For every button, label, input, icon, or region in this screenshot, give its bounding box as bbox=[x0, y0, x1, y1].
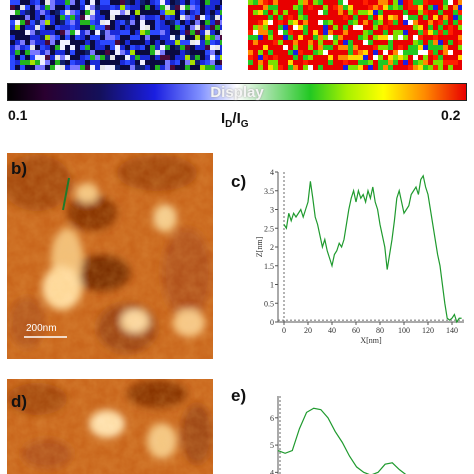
panel-d-letter: d) bbox=[11, 392, 28, 411]
y-tick-label: 3.5 bbox=[264, 187, 274, 196]
height-profile-chart-c: 0 20 40 60 80 100 120 140 0 0.5 1 1.5 2 2.5 3 3.5 4 X[nm]… bbox=[255, 168, 464, 345]
x-tick-label: 20 bbox=[304, 326, 312, 335]
height-profile-chart-e: 4 5 6 bbox=[270, 396, 407, 474]
x-tick-label: 0 bbox=[282, 326, 286, 335]
profile-line-marker bbox=[62, 177, 70, 211]
scalebar-label: 200nm bbox=[26, 323, 57, 334]
raman-map-right-image bbox=[248, 0, 462, 70]
raman-map-right bbox=[248, 0, 462, 70]
ratio-sub-g: G bbox=[240, 119, 249, 130]
colorbar: Display bbox=[7, 83, 467, 101]
y-tick-label: 2.5 bbox=[264, 224, 274, 233]
y-tick-label: 5 bbox=[270, 441, 274, 450]
x-tick-label: 80 bbox=[376, 326, 384, 335]
y-axis-label: Z[nm] bbox=[255, 236, 264, 257]
y-tick-label: 1.5 bbox=[264, 262, 274, 271]
colorbar-max-label: 0.2 bbox=[441, 107, 461, 123]
y-tick-label: 4 bbox=[270, 168, 274, 177]
panel-c-letter: c) bbox=[231, 172, 247, 191]
x-tick-label: 40 bbox=[328, 326, 336, 335]
x-tick-label: 120 bbox=[422, 326, 434, 335]
y-tick-label: 0 bbox=[270, 318, 274, 327]
y-tick-label: 2 bbox=[270, 243, 274, 252]
ratio-main: I bbox=[221, 110, 226, 127]
y-tick-label: 4 bbox=[270, 468, 274, 474]
colorbar-title: Display bbox=[210, 84, 264, 101]
y-tick-label: 1 bbox=[270, 281, 274, 290]
afm-image-d: d) bbox=[7, 379, 213, 474]
afm-image-d-svg bbox=[7, 379, 213, 474]
panel-e-letter: e) bbox=[231, 386, 247, 405]
y-tick-label: 3 bbox=[270, 206, 274, 215]
colorbar-min-label: 0.1 bbox=[8, 107, 28, 123]
y-tick-label: 0.5 bbox=[264, 299, 274, 308]
x-tick-label: 100 bbox=[398, 326, 410, 335]
raman-map-left-image bbox=[10, 0, 222, 70]
colorbar-ratio-label: ID/IG bbox=[221, 110, 249, 130]
afm-image-b: 200nm b) bbox=[7, 153, 213, 359]
profile-series-line bbox=[283, 174, 462, 324]
panel-b-letter: b) bbox=[11, 159, 28, 178]
x-axis-label: X[nm] bbox=[360, 336, 382, 345]
ratio-mid: /I bbox=[232, 110, 241, 127]
profile-series-line bbox=[277, 407, 407, 474]
x-tick-label: 140 bbox=[446, 326, 458, 335]
ratio-sub-d: D bbox=[225, 119, 233, 130]
y-tick-label: 6 bbox=[270, 414, 274, 423]
x-tick-label: 60 bbox=[352, 326, 360, 335]
afm-image-b-svg bbox=[7, 153, 213, 359]
raman-map-left bbox=[10, 0, 222, 70]
